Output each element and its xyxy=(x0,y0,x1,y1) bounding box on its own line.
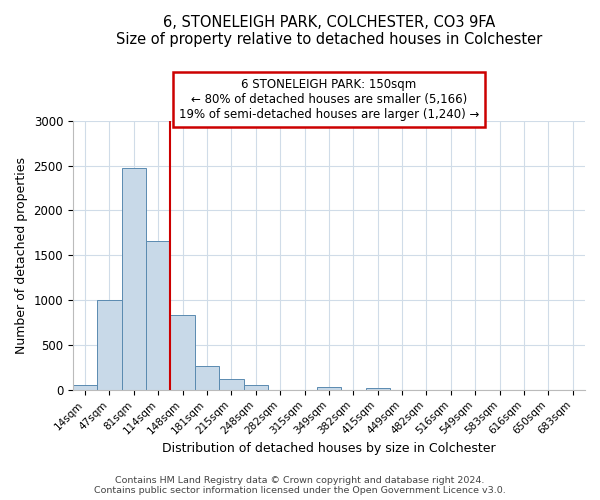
Text: 6 STONELEIGH PARK: 150sqm
← 80% of detached houses are smaller (5,166)
19% of se: 6 STONELEIGH PARK: 150sqm ← 80% of detac… xyxy=(179,78,479,121)
Title: 6, STONELEIGH PARK, COLCHESTER, CO3 9FA
Size of property relative to detached ho: 6, STONELEIGH PARK, COLCHESTER, CO3 9FA … xyxy=(116,15,542,48)
Y-axis label: Number of detached properties: Number of detached properties xyxy=(15,157,28,354)
Bar xyxy=(170,314,195,390)
Bar xyxy=(317,386,341,390)
Bar xyxy=(244,385,268,390)
Bar xyxy=(97,300,122,390)
Bar xyxy=(365,388,390,390)
Bar xyxy=(73,385,97,390)
Text: Contains HM Land Registry data © Crown copyright and database right 2024.
Contai: Contains HM Land Registry data © Crown c… xyxy=(94,476,506,495)
Bar xyxy=(122,168,146,390)
Bar xyxy=(195,366,219,390)
X-axis label: Distribution of detached houses by size in Colchester: Distribution of detached houses by size … xyxy=(162,442,496,455)
Bar xyxy=(219,379,244,390)
Bar xyxy=(146,241,170,390)
